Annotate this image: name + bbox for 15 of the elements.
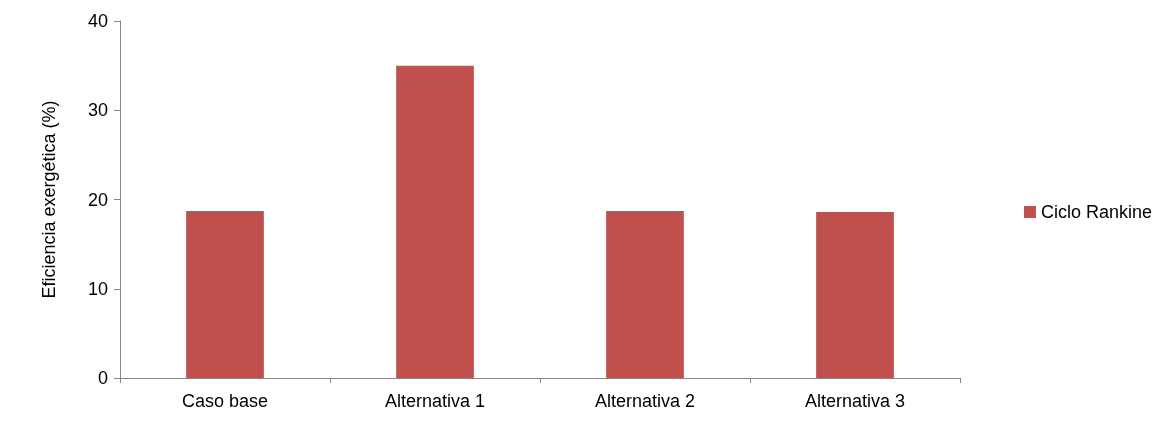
x-tick-label: Alternativa 1 <box>384 391 486 411</box>
bar <box>606 211 684 378</box>
x-tick-label: Caso base <box>181 391 269 411</box>
bar <box>396 65 474 378</box>
x-tick-label: Alternativa 3 <box>804 391 906 411</box>
y-tick-label: 30 <box>87 100 108 121</box>
y-tick-label: 0 <box>97 368 108 388</box>
y-tick-label: 10 <box>87 278 108 299</box>
y-axis-title: Eficiencia exergética (%) <box>39 100 59 299</box>
y-tick-label: 20 <box>87 189 108 210</box>
bar <box>816 212 894 378</box>
y-tick-label: 40 <box>87 11 108 31</box>
x-tick-label: Alternativa 2 <box>594 391 696 411</box>
bar <box>186 211 264 378</box>
legend-label: Ciclo Rankine <box>1040 202 1153 222</box>
